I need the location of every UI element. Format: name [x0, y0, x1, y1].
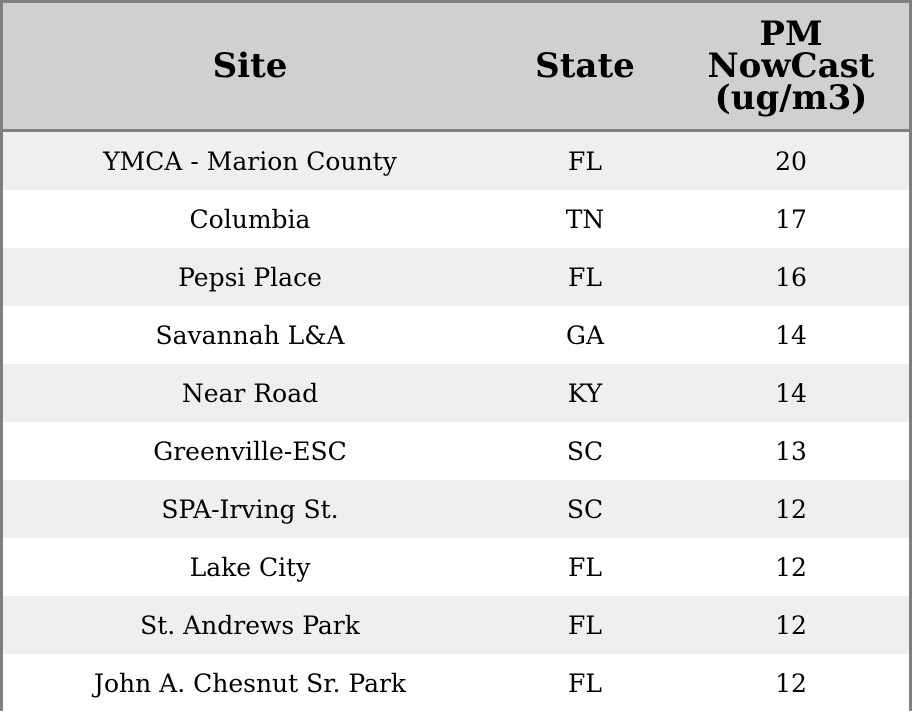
column-header-pm-line2: NowCast — [707, 46, 875, 86]
site-cell: Pepsi Place — [178, 262, 322, 292]
state-cell: SC — [566, 436, 604, 466]
table-row: Greenville-ESC SC 13 — [3, 422, 909, 480]
state-cell: FL — [568, 146, 602, 176]
table-row: SPA-Irving St. SC 12 — [3, 480, 909, 538]
site-cell: Savannah L&A — [155, 320, 345, 350]
state-cell: TN — [565, 204, 605, 234]
table-row: John A. Chesnut Sr. Park FL 12 — [3, 654, 909, 712]
column-header-state: State — [535, 46, 635, 86]
pm-value-cell: 13 — [775, 436, 807, 466]
state-cell: FL — [568, 552, 602, 582]
table-row: YMCA - Marion County FL 20 — [3, 132, 909, 190]
pm-value-cell: 14 — [775, 378, 807, 408]
column-header-pm-line3: (ug/m3) — [714, 78, 868, 118]
state-cell: KY — [567, 378, 603, 408]
pm-value-cell: 16 — [775, 262, 807, 292]
site-cell: Lake City — [189, 552, 311, 582]
table-row: Columbia TN 17 — [3, 190, 909, 248]
pm-value-cell: 12 — [775, 552, 807, 582]
table-header: Site State PM NowCast (ug/m3) — [3, 3, 909, 132]
site-cell: Columbia — [189, 204, 311, 234]
pm-value-cell: 20 — [775, 146, 807, 176]
site-cell: St. Andrews Park — [140, 610, 360, 640]
state-cell: FL — [568, 262, 602, 292]
pm-value-cell: 17 — [775, 204, 807, 234]
column-header-pm-nowcast: PM NowCast (ug/m3) — [673, 3, 909, 129]
column-header-site: Site — [212, 46, 288, 86]
site-cell: SPA-Irving St. — [161, 494, 339, 524]
pm-value-cell: 12 — [775, 494, 807, 524]
state-cell: GA — [565, 320, 605, 350]
pm-value-cell: 12 — [775, 668, 807, 698]
table-row: Savannah L&A GA 14 — [3, 306, 909, 364]
pm-value-cell: 14 — [775, 320, 807, 350]
state-cell: FL — [568, 668, 602, 698]
state-cell: FL — [568, 610, 602, 640]
table-row: Pepsi Place FL 16 — [3, 248, 909, 306]
site-cell: Near Road — [181, 378, 319, 408]
pm-value-cell: 12 — [775, 610, 807, 640]
table-row: Lake City FL 12 — [3, 538, 909, 596]
site-cell: YMCA - Marion County — [103, 146, 397, 176]
column-header-pm-line1: PM — [759, 14, 823, 54]
state-cell: SC — [566, 494, 604, 524]
table-row: Near Road KY 14 — [3, 364, 909, 422]
site-cell: John A. Chesnut Sr. Park — [93, 668, 407, 698]
site-cell: Greenville-ESC — [153, 436, 347, 466]
table-row: St. Andrews Park FL 12 — [3, 596, 909, 654]
